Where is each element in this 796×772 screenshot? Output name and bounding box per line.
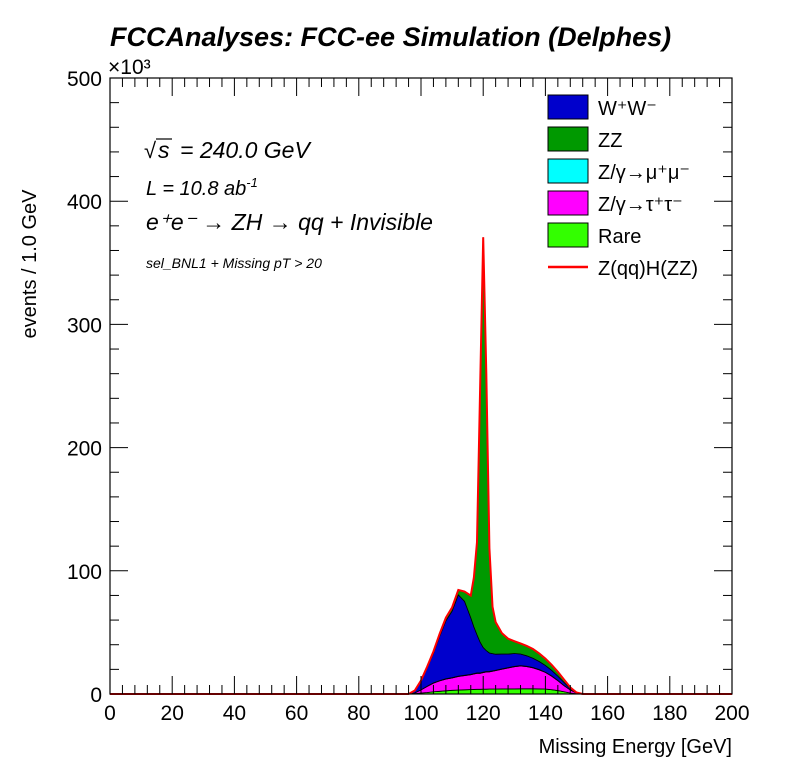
process-label: e⁺e⁻ → ZH → qq + Invisible	[146, 209, 433, 235]
legend-label-tautau: Z/γ→τ⁺τ⁻	[598, 194, 683, 216]
legend-label-ww: W⁺W⁻	[598, 98, 657, 120]
legend-swatch-mumu	[547, 158, 589, 184]
legend-label-zz: ZZ	[598, 130, 622, 152]
y-tick-label: 100	[67, 561, 102, 584]
legend-label-mumu: Z/γ→μ⁺μ⁻	[598, 162, 690, 184]
y-tick-label: 200	[67, 438, 102, 461]
y-tick-label: 0	[90, 684, 102, 707]
annotations: √ s = 240.0 GeV L = 10.8 ab-1 e⁺e⁻ → ZH …	[144, 137, 433, 271]
x-tick-label: 80	[347, 702, 370, 725]
stacked-histogram	[110, 237, 732, 695]
luminosity-label: L = 10.8 ab-1	[146, 175, 258, 200]
series-signal-line	[110, 237, 732, 695]
y-tick-label: 300	[67, 314, 102, 337]
sqrt-s-value: = 240.0 GeV	[180, 137, 312, 163]
y-axis-label: events / 1.0 GeV	[19, 189, 41, 339]
legend: W⁺W⁻ ZZ Z/γ→μ⁺μ⁻ Z/γ→τ⁺τ⁻ Rare Z(qq)H(ZZ)	[547, 94, 698, 280]
y-axis: 0 100 200 300 400 500	[67, 68, 732, 707]
x-tick-label: 140	[528, 702, 563, 725]
series-zz-area	[110, 237, 732, 695]
x-tick-label: 20	[161, 702, 184, 725]
x-tick-label: 120	[466, 702, 501, 725]
legend-label-rare: Rare	[598, 226, 641, 248]
legend-swatch-ww	[547, 94, 589, 120]
x-tick-label: 40	[223, 702, 246, 725]
luminosity-prefix: L = 10.8 ab	[146, 178, 246, 200]
y-tick-label: 500	[67, 68, 102, 91]
x-tick-label: 60	[285, 702, 308, 725]
selection-label: sel_BNL1 + Missing pT > 20	[146, 255, 322, 271]
legend-swatch-rare	[547, 222, 589, 248]
chart-title: FCCAnalyses: FCC-ee Simulation (Delphes)	[110, 22, 671, 52]
x-axis-label: Missing Energy [GeV]	[539, 736, 732, 758]
legend-swatch-zz	[547, 126, 589, 152]
x-tick-label: 160	[590, 702, 625, 725]
x-axis: 0 20 40 60 80 100 120 140 160 180 200	[104, 78, 750, 725]
y-multiplier-label: ×10³	[108, 56, 151, 79]
luminosity-exponent: -1	[246, 175, 258, 190]
x-tick-label: 100	[403, 702, 438, 725]
sqrt-s-variable: s	[158, 137, 170, 163]
x-tick-label: 180	[652, 702, 687, 725]
legend-swatch-tautau	[547, 190, 589, 216]
legend-label-signal: Z(qq)H(ZZ)	[598, 258, 698, 280]
sqrt-symbol: √	[144, 138, 157, 163]
x-tick-label: 0	[104, 702, 116, 725]
y-tick-label: 400	[67, 191, 102, 214]
x-tick-label: 200	[714, 702, 749, 725]
